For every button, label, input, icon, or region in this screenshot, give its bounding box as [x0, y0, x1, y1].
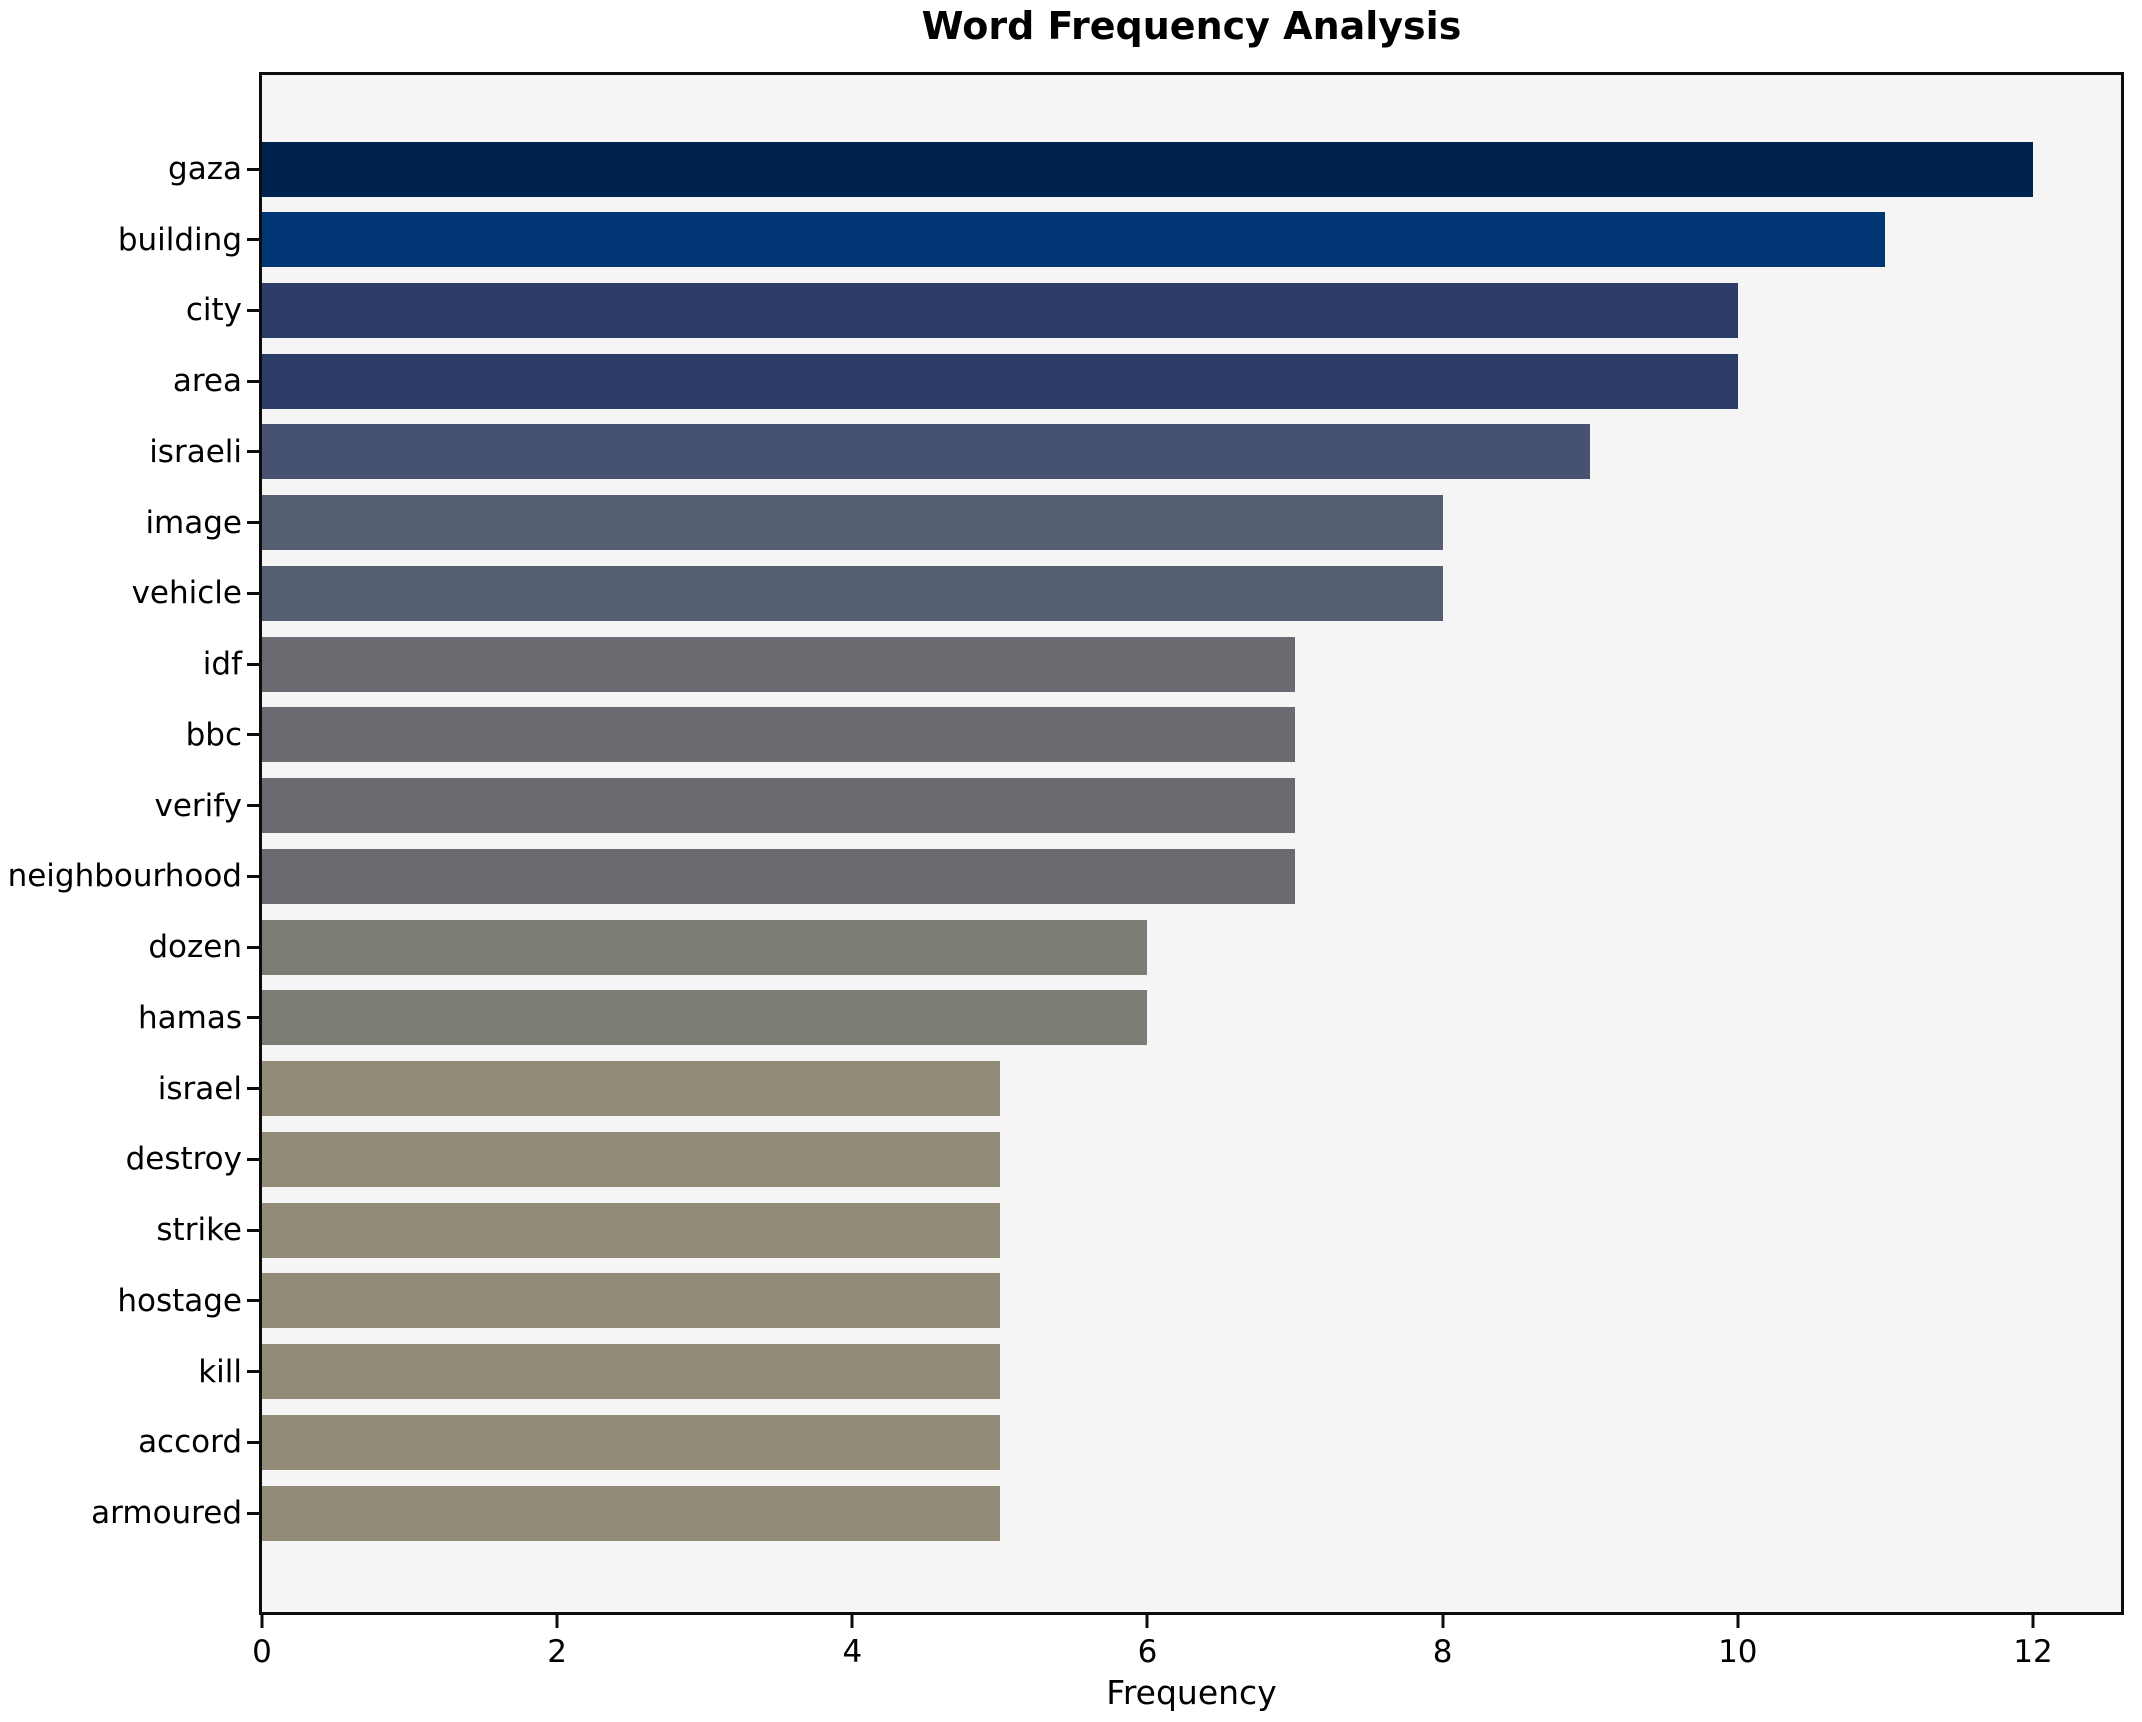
bar-idf: [262, 636, 1296, 692]
y-tick-mark: [247, 804, 259, 808]
y-tick-mark: [247, 591, 259, 595]
y-tick-mark: [247, 1016, 259, 1020]
bar-israeli: [262, 424, 1591, 480]
bar-gaza: [262, 141, 2033, 197]
x-axis-label: Frequency: [1106, 1673, 1277, 1712]
y-tick-label-gaza: gaza: [168, 151, 242, 187]
y-tick-label-strike: strike: [156, 1212, 242, 1249]
plot-area: [259, 72, 2124, 1615]
y-tick-label-hamas: hamas: [138, 999, 242, 1036]
x-tick-label-8: 8: [1432, 1634, 1453, 1670]
bar-dozen: [262, 919, 1148, 975]
y-tick-mark: [247, 1299, 259, 1303]
y-tick-mark: [247, 238, 259, 242]
x-tick-mark: [850, 1615, 854, 1628]
bar-vehicle: [262, 565, 1443, 621]
y-tick-mark: [247, 1511, 259, 1515]
bar-image: [262, 495, 1443, 551]
y-tick-label-neighbourhood: neighbourhood: [7, 858, 242, 895]
bars-layer: [262, 75, 2121, 1612]
chart-title: Word Frequency Analysis: [921, 4, 1462, 48]
bar-destroy: [262, 1131, 1000, 1187]
bar-accord: [262, 1414, 1000, 1470]
y-tick-mark: [247, 1087, 259, 1091]
x-tick-label-6: 6: [1137, 1634, 1158, 1670]
x-tick-mark: [1441, 1615, 1445, 1628]
bar-verify: [262, 778, 1296, 834]
y-tick-mark: [247, 1370, 259, 1374]
x-tick-label-2: 2: [547, 1634, 568, 1670]
y-tick-label-hostage: hostage: [117, 1282, 242, 1319]
x-tick-mark: [2031, 1615, 2035, 1628]
x-tick-mark: [1736, 1615, 1740, 1628]
y-tick-mark: [247, 450, 259, 454]
y-tick-mark: [247, 874, 259, 878]
y-tick-mark: [247, 379, 259, 383]
y-tick-mark: [247, 1440, 259, 1444]
y-tick-label-idf: idf: [202, 646, 242, 683]
y-tick-mark: [247, 167, 259, 171]
x-tick-label-0: 0: [252, 1634, 272, 1670]
y-tick-label-kill: kill: [198, 1353, 242, 1390]
y-tick-label-israeli: israeli: [149, 433, 242, 470]
y-tick-mark: [247, 521, 259, 525]
y-tick-mark: [247, 945, 259, 949]
bar-bbc: [262, 707, 1296, 763]
y-tick-mark: [247, 308, 259, 312]
y-tick-label-verify: verify: [154, 787, 243, 824]
y-tick-label-israel: israel: [157, 1070, 242, 1107]
x-tick-mark: [1145, 1615, 1149, 1628]
x-tick-label-10: 10: [1718, 1634, 1758, 1670]
y-tick-label-armoured: armoured: [91, 1495, 242, 1532]
y-tick-mark: [247, 1157, 259, 1161]
bar-strike: [262, 1202, 1000, 1258]
y-tick-label-bbc: bbc: [185, 716, 242, 753]
bar-hostage: [262, 1273, 1000, 1329]
x-tick-mark: [260, 1615, 264, 1628]
bar-israel: [262, 1061, 1000, 1117]
y-tick-label-city: city: [185, 292, 242, 329]
bar-city: [262, 282, 1738, 338]
bar-kill: [262, 1344, 1000, 1400]
x-tick-mark: [555, 1615, 559, 1628]
y-tick-label-image: image: [145, 504, 242, 541]
y-tick-mark: [247, 1228, 259, 1232]
bar-neighbourhood: [262, 848, 1296, 904]
y-tick-label-vehicle: vehicle: [131, 575, 242, 612]
x-tick-label-12: 12: [2013, 1634, 2053, 1670]
y-tick-label-accord: accord: [138, 1424, 242, 1461]
y-tick-label-destroy: destroy: [125, 1141, 242, 1178]
y-tick-label-building: building: [117, 221, 242, 258]
y-tick-label-area: area: [172, 363, 242, 400]
y-tick-mark: [247, 662, 259, 666]
bar-armoured: [262, 1485, 1000, 1541]
y-tick-label-dozen: dozen: [148, 929, 242, 966]
bar-area: [262, 353, 1738, 409]
x-tick-label-4: 4: [842, 1634, 863, 1670]
bar-building: [262, 212, 1886, 268]
bar-hamas: [262, 990, 1148, 1046]
y-tick-mark: [247, 733, 259, 737]
